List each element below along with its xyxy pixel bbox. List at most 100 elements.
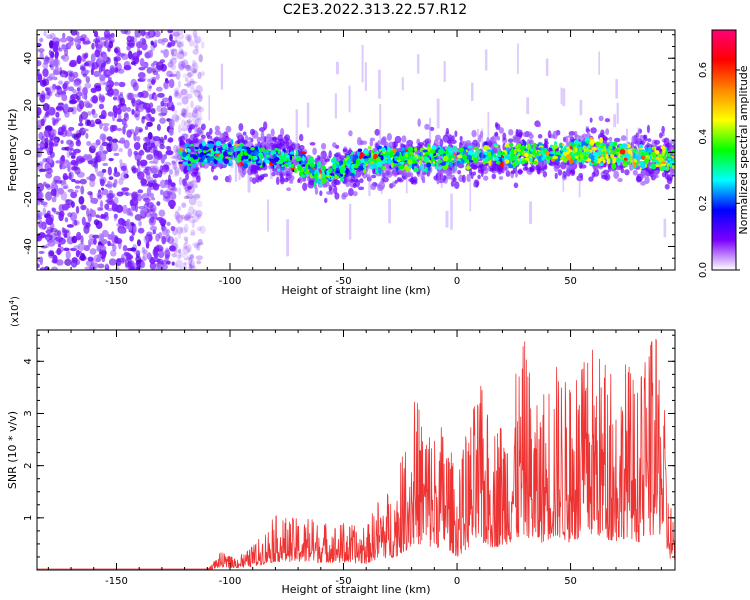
streak-cell [286, 219, 290, 257]
noise-cell [171, 50, 175, 56]
band-core-cell [395, 151, 400, 157]
band-halo-cell [494, 132, 499, 137]
noise-cell [56, 86, 63, 96]
band-halo-cell [352, 182, 357, 189]
band-core-cell [387, 156, 391, 163]
band-core-cell [270, 164, 275, 169]
streak-cell [262, 135, 265, 152]
noise-cell [173, 161, 178, 171]
noise-cell [149, 216, 155, 224]
noise-cell [193, 33, 198, 42]
noise-cell [182, 73, 187, 79]
noise-cell [61, 93, 68, 102]
band-core-cell [620, 153, 624, 159]
noise-cell [97, 194, 102, 200]
band-halo-cell [459, 135, 463, 142]
band-core-cell [338, 160, 343, 166]
band-core-cell [243, 154, 249, 160]
noise-cell [186, 80, 192, 89]
band-halo-cell [277, 138, 285, 147]
band-core-cell [584, 148, 590, 152]
streak-cell [306, 102, 310, 128]
band-core-cell [206, 156, 212, 162]
noise-cell [189, 78, 195, 83]
noise-cell [158, 231, 163, 239]
noise-cell [191, 265, 197, 270]
band-core-cell [332, 156, 337, 162]
noise-cell [192, 214, 200, 223]
band-core-cell [352, 158, 357, 165]
band-core-cell [581, 159, 585, 164]
noise-cell [188, 256, 192, 267]
noise-cell [105, 263, 109, 268]
noise-cell [112, 112, 116, 122]
noise-cell [63, 233, 68, 239]
noise-cell [108, 157, 114, 162]
noise-cell [136, 239, 142, 247]
noise-cell [170, 63, 177, 70]
band-halo-cell [341, 193, 347, 200]
band-halo-cell [380, 138, 387, 146]
band-core-cell [661, 161, 667, 164]
band-core-cell [321, 177, 327, 184]
band-core-cell [349, 172, 355, 177]
noise-cell [61, 227, 65, 233]
band-halo-cell [424, 138, 432, 145]
noise-cell [127, 147, 133, 158]
noise-cell [66, 163, 72, 168]
noise-cell [136, 172, 141, 177]
noise-cell [177, 33, 185, 40]
band-core-cell [325, 174, 332, 178]
band-core-cell [342, 172, 346, 176]
noise-cell [80, 66, 86, 72]
band-halo-cell [212, 175, 219, 181]
noise-cell [146, 182, 155, 187]
noise-cell [123, 139, 130, 149]
noise-cell [179, 91, 183, 100]
noise-cell [135, 266, 140, 270]
noise-cell [186, 244, 192, 253]
noise-cell [77, 91, 83, 96]
band-halo-cell [661, 125, 665, 134]
band-halo-cell [448, 134, 453, 141]
band-core-cell [510, 154, 515, 161]
band-halo-cell [529, 167, 535, 173]
band-core-cell [429, 149, 436, 154]
band-halo-cell [266, 133, 272, 139]
band-core-cell [237, 161, 244, 167]
noise-cell [168, 245, 176, 252]
band-halo-cell [308, 179, 315, 186]
noise-cell [178, 48, 184, 55]
noise-cell [171, 160, 177, 164]
noise-cell [171, 161, 176, 170]
band-core-cell [424, 166, 428, 173]
noise-cell [98, 103, 105, 110]
noise-cell [181, 108, 186, 118]
noise-cell [131, 94, 140, 98]
band-core-cell [533, 160, 538, 165]
band-halo-cell [544, 138, 549, 143]
band-core-cell [495, 160, 501, 165]
noise-cell [104, 39, 109, 49]
noise-cell [149, 192, 155, 199]
noise-cell [50, 188, 57, 197]
noise-cell [85, 76, 91, 83]
noise-cell [198, 110, 202, 119]
noise-cell [64, 217, 69, 223]
streak-cell [615, 79, 618, 99]
streak-cell [631, 135, 634, 169]
noise-cell [157, 92, 165, 98]
noise-cell [83, 69, 90, 74]
band-core-cell [407, 158, 413, 165]
noise-cell [196, 243, 201, 251]
band-halo-cell [659, 132, 663, 139]
noise-cell [178, 124, 182, 134]
noise-cell [177, 248, 182, 254]
band-core-cell [528, 157, 533, 163]
noise-cell [176, 30, 184, 35]
noise-cell [152, 173, 159, 179]
band-halo-cell [227, 174, 232, 183]
band-halo-cell [408, 139, 412, 147]
band-halo-cell [250, 164, 257, 169]
noise-cell [47, 239, 56, 247]
